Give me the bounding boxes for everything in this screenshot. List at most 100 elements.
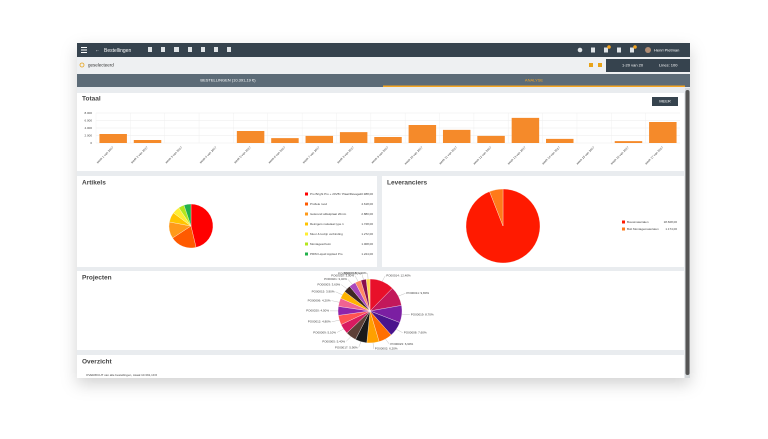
- y-tick-label: 0: [90, 141, 92, 145]
- toolbar-icons: [148, 47, 634, 53]
- back-arrow[interactable]: ←: [95, 47, 100, 53]
- tab[interactable]: BESTELLINGEN (10.391,19 €): [200, 78, 256, 83]
- filter-icon[interactable]: [598, 63, 602, 67]
- legend-value: 1.174,00: [665, 227, 677, 231]
- active-tab-indicator: [383, 85, 685, 87]
- avatar[interactable]: [645, 47, 651, 53]
- legend-swatch: [622, 227, 625, 231]
- leader-line: [396, 329, 403, 333]
- pie-slice: [190, 203, 214, 248]
- toolbar-icon[interactable]: [201, 47, 205, 52]
- lines-count[interactable]: Lines: 100: [659, 63, 678, 68]
- tab[interactable]: ANALYSE: [525, 78, 543, 83]
- leader-line: [347, 279, 353, 285]
- toolbar-icon[interactable]: [591, 47, 595, 53]
- legend-swatch: [305, 192, 308, 196]
- legend-swatch: [305, 212, 308, 216]
- toolbar-icon[interactable]: [188, 47, 192, 52]
- legend-swatch: [305, 242, 308, 246]
- leader-line: [354, 275, 359, 282]
- slice-label: PO00008: 7,60%: [404, 331, 427, 335]
- leader-line: [341, 284, 348, 289]
- bar: [305, 135, 334, 143]
- leader-line: [398, 293, 406, 297]
- slice-label: PO00009: 5,10%: [313, 330, 336, 334]
- leader-line: [385, 338, 390, 345]
- panel: [77, 176, 377, 267]
- panel-title: Totaal: [82, 96, 101, 103]
- toolbar-icon[interactable]: [148, 47, 152, 52]
- legend-label: Montageschuim: [310, 242, 332, 246]
- legend-swatch: [305, 222, 308, 226]
- leader-line: [336, 328, 344, 333]
- user-name[interactable]: Henri Pietman: [654, 48, 679, 53]
- legend-swatch: [305, 232, 308, 236]
- scrollbar-thumb[interactable]: [685, 90, 690, 375]
- y-tick-label: 8.000: [84, 111, 92, 115]
- toolbar-icon[interactable]: [577, 47, 583, 53]
- slice-label: PO00014: 12,40%: [386, 274, 411, 278]
- pie-slice: [489, 188, 504, 227]
- toolbar-icon[interactable]: [630, 47, 634, 53]
- menu-icon: [81, 49, 87, 51]
- menu-icon: [81, 52, 87, 53]
- slice-label: PO00011: 9,80%: [406, 291, 429, 295]
- slice-label: PO00018: 1,90%: [344, 271, 367, 275]
- filter-icon[interactable]: [589, 63, 593, 67]
- app-title: Bestellingen: [104, 48, 131, 54]
- toolbar-icon[interactable]: [604, 47, 608, 53]
- legend-swatch: [305, 252, 308, 256]
- more-button[interactable]: [652, 97, 678, 106]
- bar: [271, 138, 299, 143]
- bar: [546, 138, 574, 143]
- slice-label: PO00015: 3,90%: [312, 290, 335, 294]
- legend-label: Profiele rood: [310, 202, 327, 206]
- toolbar-icon[interactable]: [174, 47, 179, 52]
- toolbar-icon[interactable]: [227, 47, 231, 52]
- slice-label: PO00023: 6,90%: [390, 342, 413, 346]
- toolbar-icon[interactable]: [214, 47, 218, 52]
- legend-label: Muur & kozijn verbinding: [310, 232, 343, 236]
- legend-value: 18.608,00: [664, 220, 678, 224]
- slice-label: PO00019: 8,70%: [411, 312, 434, 316]
- legend-value: 1.008,00: [361, 242, 373, 246]
- bar: [374, 137, 402, 143]
- bar: [133, 140, 162, 143]
- panel-title: Artikels: [82, 180, 106, 187]
- slice-label: PO00005: 5,40%: [322, 339, 345, 343]
- toolbar-icon[interactable]: [617, 47, 621, 53]
- slice-label: PO00006: 4,20%: [308, 298, 331, 302]
- legend-swatch: [622, 220, 625, 224]
- legend-label: Bolt Montagematerialen: [627, 227, 659, 231]
- panel: [77, 93, 684, 171]
- leader-line: [382, 275, 386, 282]
- legend-label: Pro Bright Pro + 20VB / Plaat/Ravage: [310, 192, 360, 196]
- toolbar-icon[interactable]: [161, 47, 165, 52]
- legend-label: Reinigers natielaat type 1: [310, 222, 344, 226]
- legend-value: 10.988,00: [360, 192, 374, 196]
- bar: [614, 141, 643, 143]
- panel-title: Overzicht: [82, 359, 112, 366]
- legend-value: 1.224,00: [361, 252, 373, 256]
- slice-label: PO00021: 3,40%: [324, 277, 347, 281]
- leader-line: [345, 336, 351, 342]
- bar: [649, 122, 677, 143]
- bar: [236, 131, 265, 143]
- panel-title: Leveranciers: [387, 180, 427, 187]
- slice-label: PO00003: 3,60%: [317, 282, 340, 286]
- leader-line: [372, 342, 374, 349]
- bar: [477, 135, 505, 143]
- search-input[interactable]: geselecteerd: [88, 63, 114, 68]
- overview-text: OVERZICHT van alle bestellingen, totaal …: [86, 373, 157, 377]
- menu-icon[interactable]: [81, 47, 87, 48]
- pie-slice: [183, 203, 192, 227]
- legend-label: PRIM Liquid Applied Pro: [310, 252, 343, 256]
- slice-label: PO00020: 4,50%: [306, 309, 329, 313]
- leader-line: [361, 273, 364, 280]
- slice-label: PO00012: 4,80%: [308, 320, 331, 324]
- app-bar: [77, 43, 690, 57]
- leader-line: [331, 300, 340, 303]
- leader-line: [358, 341, 362, 348]
- more-button-label[interactable]: MEER: [659, 99, 671, 104]
- slice-label: PO00002: 6,20%: [375, 347, 398, 351]
